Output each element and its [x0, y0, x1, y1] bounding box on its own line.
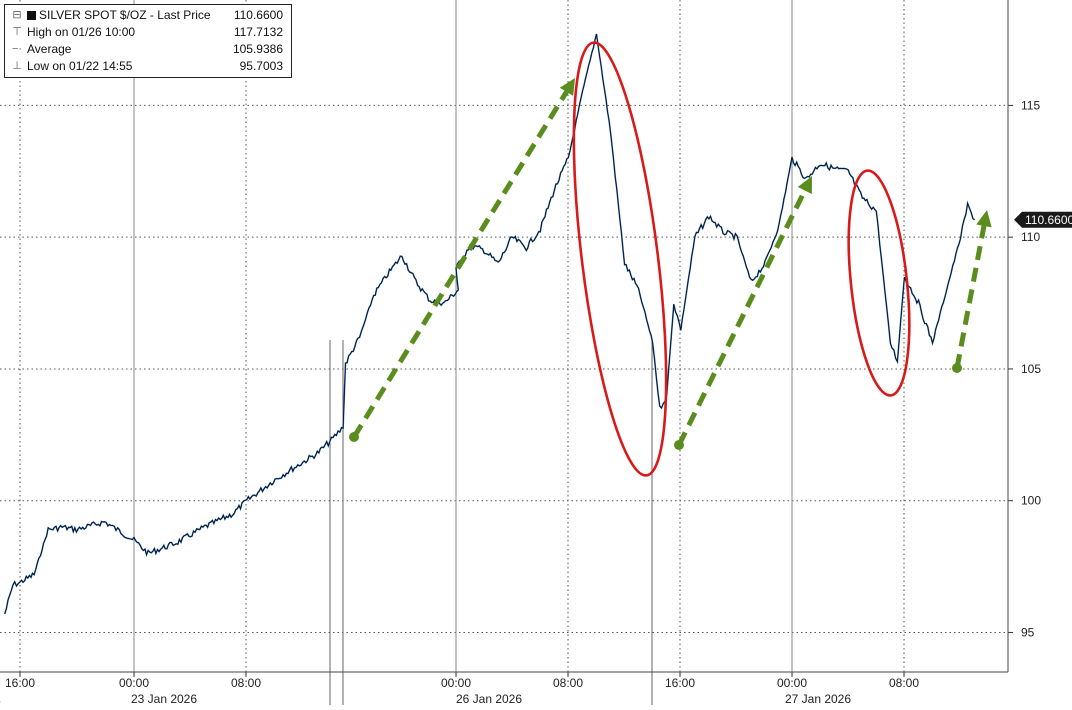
- last-price-tag: [1014, 211, 1072, 228]
- date-label: 27 Jan 2026: [785, 692, 851, 705]
- x-tick-label: 08:00: [889, 676, 919, 690]
- trend-arrow-1: [349, 78, 575, 442]
- arrow-head: [976, 210, 992, 228]
- arrow-shaft: [954, 223, 987, 369]
- last-price-tag-group: 110.6600: [1014, 211, 1072, 228]
- chart-legend: ⊟ SILVER SPOT $/OZ - Last Price 110.6600…: [4, 4, 292, 78]
- x-tick-label: 00:00: [777, 676, 807, 690]
- price-line-highlight: [3, 33, 976, 615]
- legend-average-value: 105.9386: [232, 42, 283, 56]
- legend-high-row: ⊤ High on 01/26 10:00 117.7132: [5, 24, 289, 40]
- trend-arrow-3: [952, 210, 992, 373]
- series-color-swatch: [27, 11, 36, 20]
- legend-high-label: High on 01/26 10:00: [27, 25, 136, 39]
- x-tick-label: 16:00: [5, 676, 35, 690]
- arrow-shaft: [351, 88, 570, 439]
- trend-arrow-2: [674, 176, 812, 450]
- x-tick-label: 00:00: [441, 676, 471, 690]
- gridlines: [0, 0, 1008, 672]
- axes: 95 100 105 110 115 16:00 00:00 08:00 00:00 08:00 1…: [0, 0, 1041, 706]
- y-tick-label: 95: [1021, 625, 1035, 639]
- average-line-icon: −·: [11, 43, 23, 55]
- annotations: [349, 41, 992, 477]
- legend-series-row: ⊟ SILVER SPOT $/OZ - Last Price 110.6600: [5, 7, 289, 23]
- legend-last-value: 110.6600: [233, 8, 283, 22]
- arrow-head: [797, 176, 812, 194]
- legend-average-label: Average: [27, 42, 72, 56]
- arrow-head: [559, 78, 575, 96]
- legend-low-row: ⊥ Low on 01/22 14:55 95.7003: [5, 58, 289, 74]
- legend-low-label: Low on 01/22 14:55: [27, 59, 133, 73]
- y-tick-label: 100: [1021, 494, 1041, 508]
- drop-highlight-circle-2: [847, 169, 911, 397]
- price-line: [4, 33, 975, 615]
- legend-average-row: −· Average 105.9386: [5, 41, 289, 57]
- legend-series-name: SILVER SPOT $/OZ - Last Price: [39, 8, 211, 22]
- legend-low-value: 95.7003: [239, 59, 283, 73]
- date-label: 26 Jan 2026: [456, 692, 522, 705]
- collapse-icon[interactable]: ⊟: [12, 9, 22, 21]
- drop-highlight-circle-1: [572, 41, 668, 477]
- y-tick-label: 110: [1021, 230, 1040, 244]
- high-marker-icon: ⊤: [12, 26, 22, 38]
- low-marker-icon: ⊥: [12, 60, 22, 72]
- last-price-tag-label: 110.6600: [1025, 213, 1072, 227]
- arrow-shaft: [676, 187, 809, 447]
- x-tick-label: 00:00: [119, 676, 149, 690]
- y-tick-label: 115: [1021, 98, 1040, 112]
- x-tick-label: 08:00: [231, 676, 261, 690]
- y-tick-label: 105: [1021, 362, 1041, 376]
- x-tick-label: 08:00: [553, 676, 583, 690]
- date-label: 23 Jan 2026: [131, 692, 197, 705]
- legend-high-value: 117.7132: [233, 25, 283, 39]
- x-tick-label: 16:00: [665, 676, 695, 690]
- series-layer: [3, 33, 976, 615]
